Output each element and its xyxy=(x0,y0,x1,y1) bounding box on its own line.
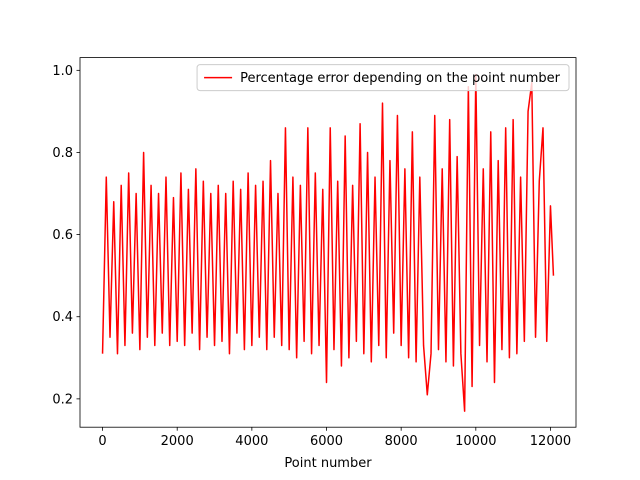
plot-frame xyxy=(79,57,577,428)
x-tick-label: 2000 xyxy=(161,434,194,449)
x-tick-label: 4000 xyxy=(235,434,268,449)
y-tick-label: 0.6 xyxy=(52,228,73,243)
x-tick-label: 8000 xyxy=(385,434,418,449)
y-tick-label: 0.4 xyxy=(52,310,73,325)
x-tick-label: 10000 xyxy=(455,434,496,449)
legend-box xyxy=(196,64,570,92)
x-tick-label: 0 xyxy=(98,434,106,449)
y-tick-label: 0.2 xyxy=(52,392,73,407)
legend-label: Percentage error depending on the point … xyxy=(240,71,561,86)
data-line xyxy=(101,73,555,412)
x-axis-label: Point number xyxy=(284,456,372,471)
legend: Percentage error depending on the point … xyxy=(196,64,570,92)
x-tick-label: 6000 xyxy=(310,434,343,449)
y-tick-label: 1.0 xyxy=(52,64,73,79)
x-tick-label: 12000 xyxy=(530,434,571,449)
y-tick-label: 0.8 xyxy=(52,146,73,161)
